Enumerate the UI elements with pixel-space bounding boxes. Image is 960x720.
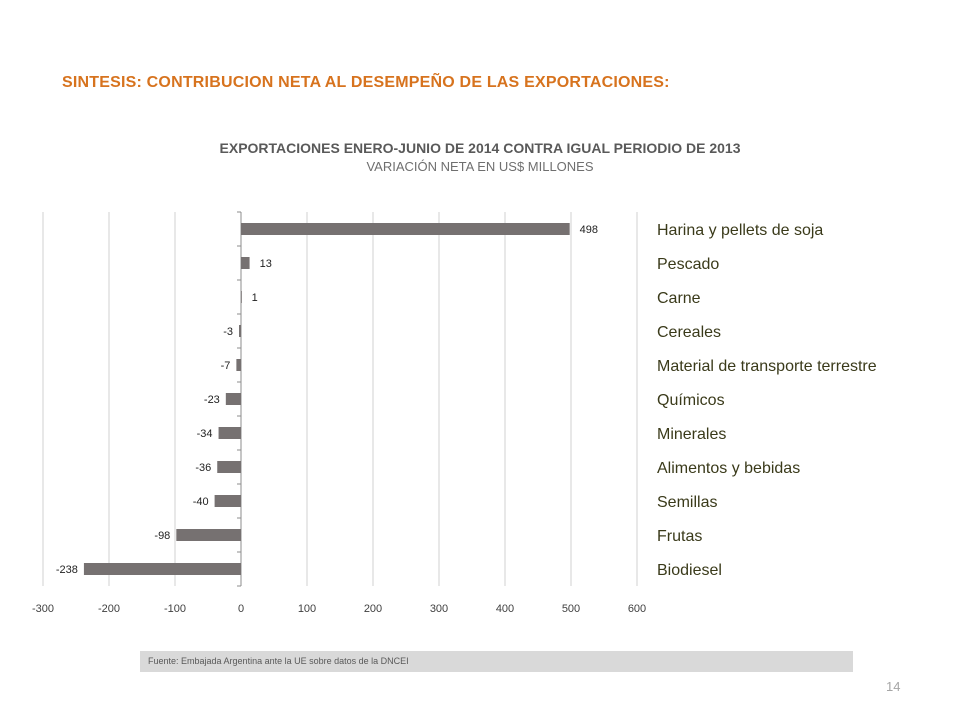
data-label: -40 (193, 496, 209, 508)
bar (241, 223, 570, 235)
x-tick-label: -300 (32, 603, 54, 615)
category-label: Carne (657, 290, 701, 307)
category-label: Alimentos y bebidas (657, 460, 800, 477)
data-label: 13 (260, 258, 272, 270)
category-label: Semillas (657, 494, 717, 511)
data-label: -3 (223, 326, 233, 338)
data-label: 1 (252, 292, 258, 304)
chart-subtitle: VARIACIÓN NETA EN US$ MILLONES (366, 159, 594, 174)
x-tick-label: 600 (628, 603, 646, 615)
source-note: Fuente: Embajada Argentina ante la UE so… (148, 656, 409, 666)
bar (239, 325, 241, 337)
x-tick-label: 200 (364, 603, 382, 615)
category-label: Cereales (657, 324, 721, 341)
category-label: Pescado (657, 256, 719, 273)
data-label: -7 (221, 360, 231, 372)
bar (83, 563, 241, 575)
source-note-bar: Fuente: Embajada Argentina ante la UE so… (140, 651, 853, 672)
category-label: Material de transporte terrestre (657, 358, 877, 375)
x-tick-label: 300 (430, 603, 448, 615)
data-label: -34 (197, 428, 213, 440)
chart-title: EXPORTACIONES ENERO-JUNIO DE 2014 CONTRA… (219, 140, 741, 156)
category-label: Harina y pellets de soja (657, 222, 823, 239)
bar (176, 529, 241, 541)
x-tick-label: 100 (298, 603, 316, 615)
bar (214, 495, 241, 507)
x-tick-label: -100 (164, 603, 186, 615)
data-label: 498 (580, 224, 598, 236)
slide-title: SINTESIS: CONTRIBUCION NETA AL DESEMPEÑO… (62, 74, 670, 91)
category-label: Minerales (657, 426, 726, 443)
bar (218, 427, 241, 439)
data-label: -23 (204, 394, 220, 406)
bar (241, 291, 242, 303)
x-tick-label: 400 (496, 603, 514, 615)
bar (217, 461, 241, 473)
category-label: Biodiesel (657, 562, 722, 579)
bar (236, 359, 241, 371)
page-number: 14 (886, 679, 901, 694)
category-label: Frutas (657, 528, 702, 545)
data-label: -98 (154, 530, 170, 542)
x-tick-label: -200 (98, 603, 120, 615)
bar (225, 393, 241, 405)
x-tick-label: 500 (562, 603, 580, 615)
data-label: -238 (56, 564, 78, 576)
bar (241, 257, 250, 269)
category-label: Químicos (657, 392, 725, 409)
x-tick-label: 0 (238, 603, 244, 615)
data-label: -36 (195, 462, 211, 474)
